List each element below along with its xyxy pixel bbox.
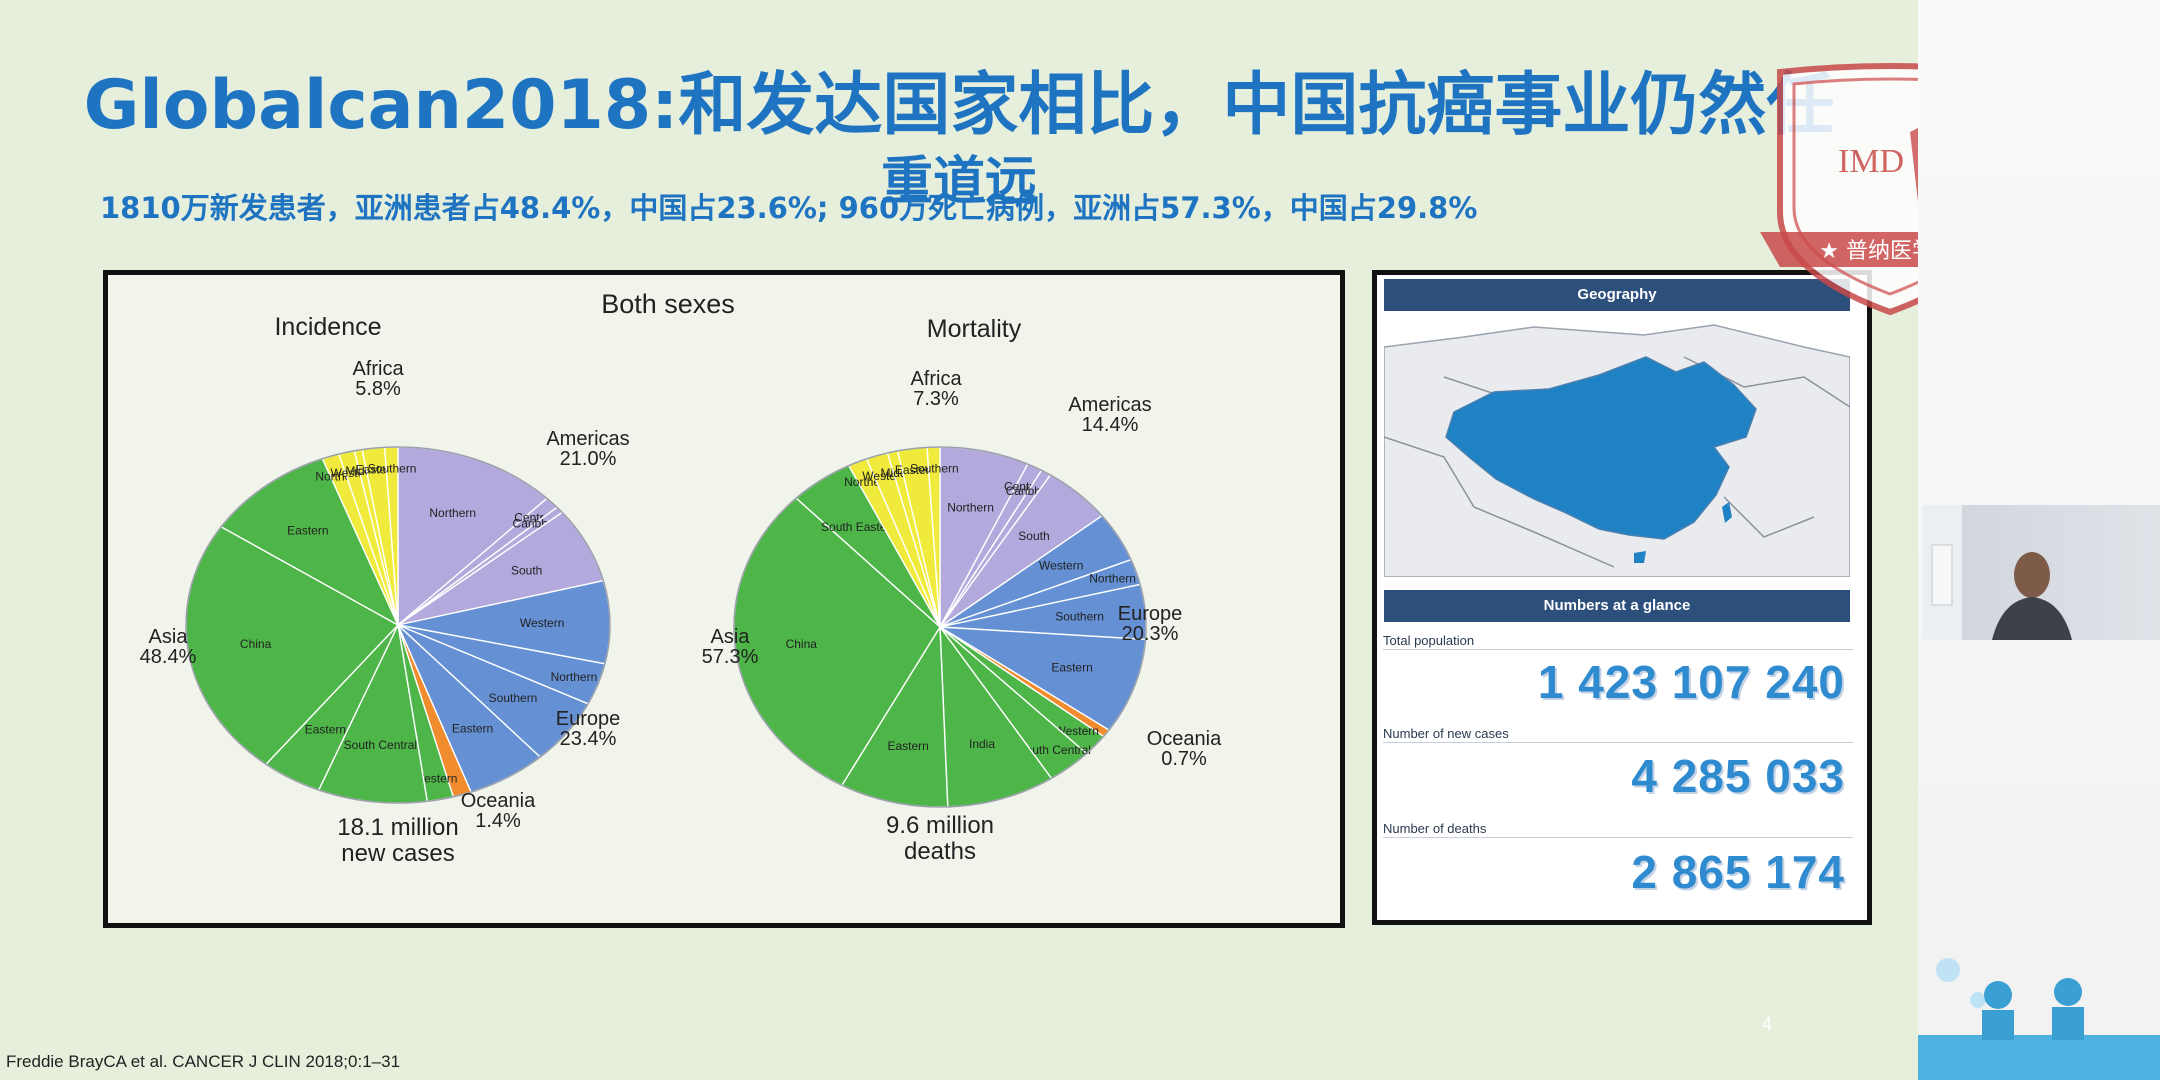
geography-header: Geography xyxy=(1384,279,1850,311)
title-line-1: Globalcan2018:和发达国家相比，中国抗癌事业仍然任 xyxy=(83,66,1835,145)
stat-label-deaths: Number of deaths xyxy=(1383,821,1487,836)
pie-total-line1: 9.6 million xyxy=(886,812,994,839)
slice-label: South Central xyxy=(344,738,417,752)
stat-value-new-cases: 4 285 033 xyxy=(1631,750,1845,802)
region-pct-africa: 7.3% xyxy=(913,388,959,410)
slice-label: Southern xyxy=(489,691,538,705)
slice-label: Northern xyxy=(947,501,994,515)
slice-label: South Eastern xyxy=(821,520,897,534)
slice-label: South xyxy=(1018,529,1049,543)
china-map xyxy=(1384,317,1850,577)
slice-label: Southern xyxy=(1055,610,1104,624)
region-label-oceania: Oceania xyxy=(461,790,536,812)
slice-label: South xyxy=(511,563,542,577)
stat-divider xyxy=(1383,837,1853,838)
slice-label: Eastern xyxy=(895,463,936,477)
logo-ribbon-text: ★ 普纳医学 ★ xyxy=(1819,239,1918,264)
taiwan-shape xyxy=(1722,502,1732,523)
logo-ribbon-shape xyxy=(1760,232,1918,267)
slice-label: Eastern xyxy=(1051,661,1092,675)
slice-label: Eastern xyxy=(452,722,493,736)
region-pct-oceania: 1.4% xyxy=(475,810,521,832)
region-pct-asia: 57.3% xyxy=(702,646,759,668)
slice-label: India xyxy=(969,737,995,751)
slice-label: China xyxy=(240,637,272,651)
slice-label: Eastern xyxy=(887,739,928,753)
title-line-2: 重道远 xyxy=(880,152,1037,212)
stat-divider xyxy=(1383,649,1853,650)
numbers-header: Numbers at a glance xyxy=(1384,590,1850,622)
stat-label-new-cases: Number of new cases xyxy=(1383,726,1509,741)
region-label-asia: Asia xyxy=(149,626,189,648)
region-pct-europe: 20.3% xyxy=(1122,623,1179,645)
region-pct-americas: 21.0% xyxy=(560,448,617,470)
pie-outline xyxy=(733,446,1147,808)
stat-divider xyxy=(1383,742,1853,743)
slice-label: Northern xyxy=(429,506,476,520)
region-label-europe: Europe xyxy=(1118,603,1183,625)
pie-total-line2: deaths xyxy=(904,838,976,865)
slice-label: Eastern xyxy=(305,723,346,737)
slice-label: South Central xyxy=(1018,743,1091,757)
logo-text: IMD xyxy=(1838,143,1904,180)
hainan-shape xyxy=(1634,551,1646,563)
pie-total-line1: 18.1 million xyxy=(337,814,458,841)
pie-title-mortality: Mortality xyxy=(927,315,1022,343)
stat-label-population: Total population xyxy=(1383,633,1475,648)
pie-outline xyxy=(185,446,611,804)
slice-label: Northern xyxy=(1089,572,1136,586)
region-pct-asia: 48.4% xyxy=(140,646,197,668)
logo-bird-shape xyxy=(1910,128,1918,202)
slice-label: Northern xyxy=(551,670,598,684)
slide: Globalcan2018:和发达国家相比，中国抗癌事业仍然任 重道远 1810… xyxy=(0,0,1918,1080)
region-label-africa: Africa xyxy=(352,358,404,380)
slice-label: Southern xyxy=(368,461,417,475)
region-label-africa: Africa xyxy=(910,368,962,390)
region-pct-americas: 14.4% xyxy=(1082,414,1139,436)
webcam-video[interactable] xyxy=(1922,505,2160,640)
slice-label: Eastern xyxy=(287,524,328,538)
pie-charts-figure: Both sexes Incidence Northern Central Caribb… xyxy=(103,270,1345,928)
citation: Freddie BrayCA et al. CANCER J CLIN 2018… xyxy=(6,1052,401,1071)
stat-value-population: 1 423 107 240 xyxy=(1537,656,1845,708)
imd-logo: IMD ★ 普纳医学 ★ xyxy=(1760,63,1918,316)
region-pct-europe: 23.4% xyxy=(560,728,617,750)
region-label-europe: Europe xyxy=(556,708,621,730)
slice-label: Southern xyxy=(910,462,959,476)
meeting-illustration xyxy=(1918,958,2160,1080)
slice-label: Western xyxy=(520,616,564,630)
geography-panel: Geography Numbers at a glance Total popu… xyxy=(1372,270,1872,925)
webcam-person xyxy=(1922,505,2072,640)
slice-label: Western xyxy=(1039,559,1083,573)
region-label-oceania: Oceania xyxy=(1147,728,1222,750)
region-label-americas: Americas xyxy=(1068,394,1151,416)
chart-super-title: Both sexes xyxy=(601,289,735,319)
china-shape xyxy=(1445,356,1757,540)
pie-total-line2: new cases xyxy=(341,840,454,867)
region-pct-oceania: 0.7% xyxy=(1161,748,1207,770)
pie-title-incidence: Incidence xyxy=(274,313,381,341)
region-pct-africa: 5.8% xyxy=(355,378,401,400)
page-number: 4 xyxy=(1762,1014,1773,1034)
slide-title: Globalcan2018:和发达国家相比，中国抗癌事业仍然任 重道远 xyxy=(0,66,1918,222)
stat-value-deaths: 2 865 174 xyxy=(1631,846,1845,898)
slide-subtitle: 1810万新发患者，亚洲患者占48.4%，中国占23.6%; 960万死亡病例，… xyxy=(100,191,1478,225)
region-label-asia: Asia xyxy=(711,626,751,648)
slice-label: China xyxy=(786,637,818,651)
region-label-americas: Americas xyxy=(546,428,629,450)
map-borders xyxy=(1384,356,1850,568)
